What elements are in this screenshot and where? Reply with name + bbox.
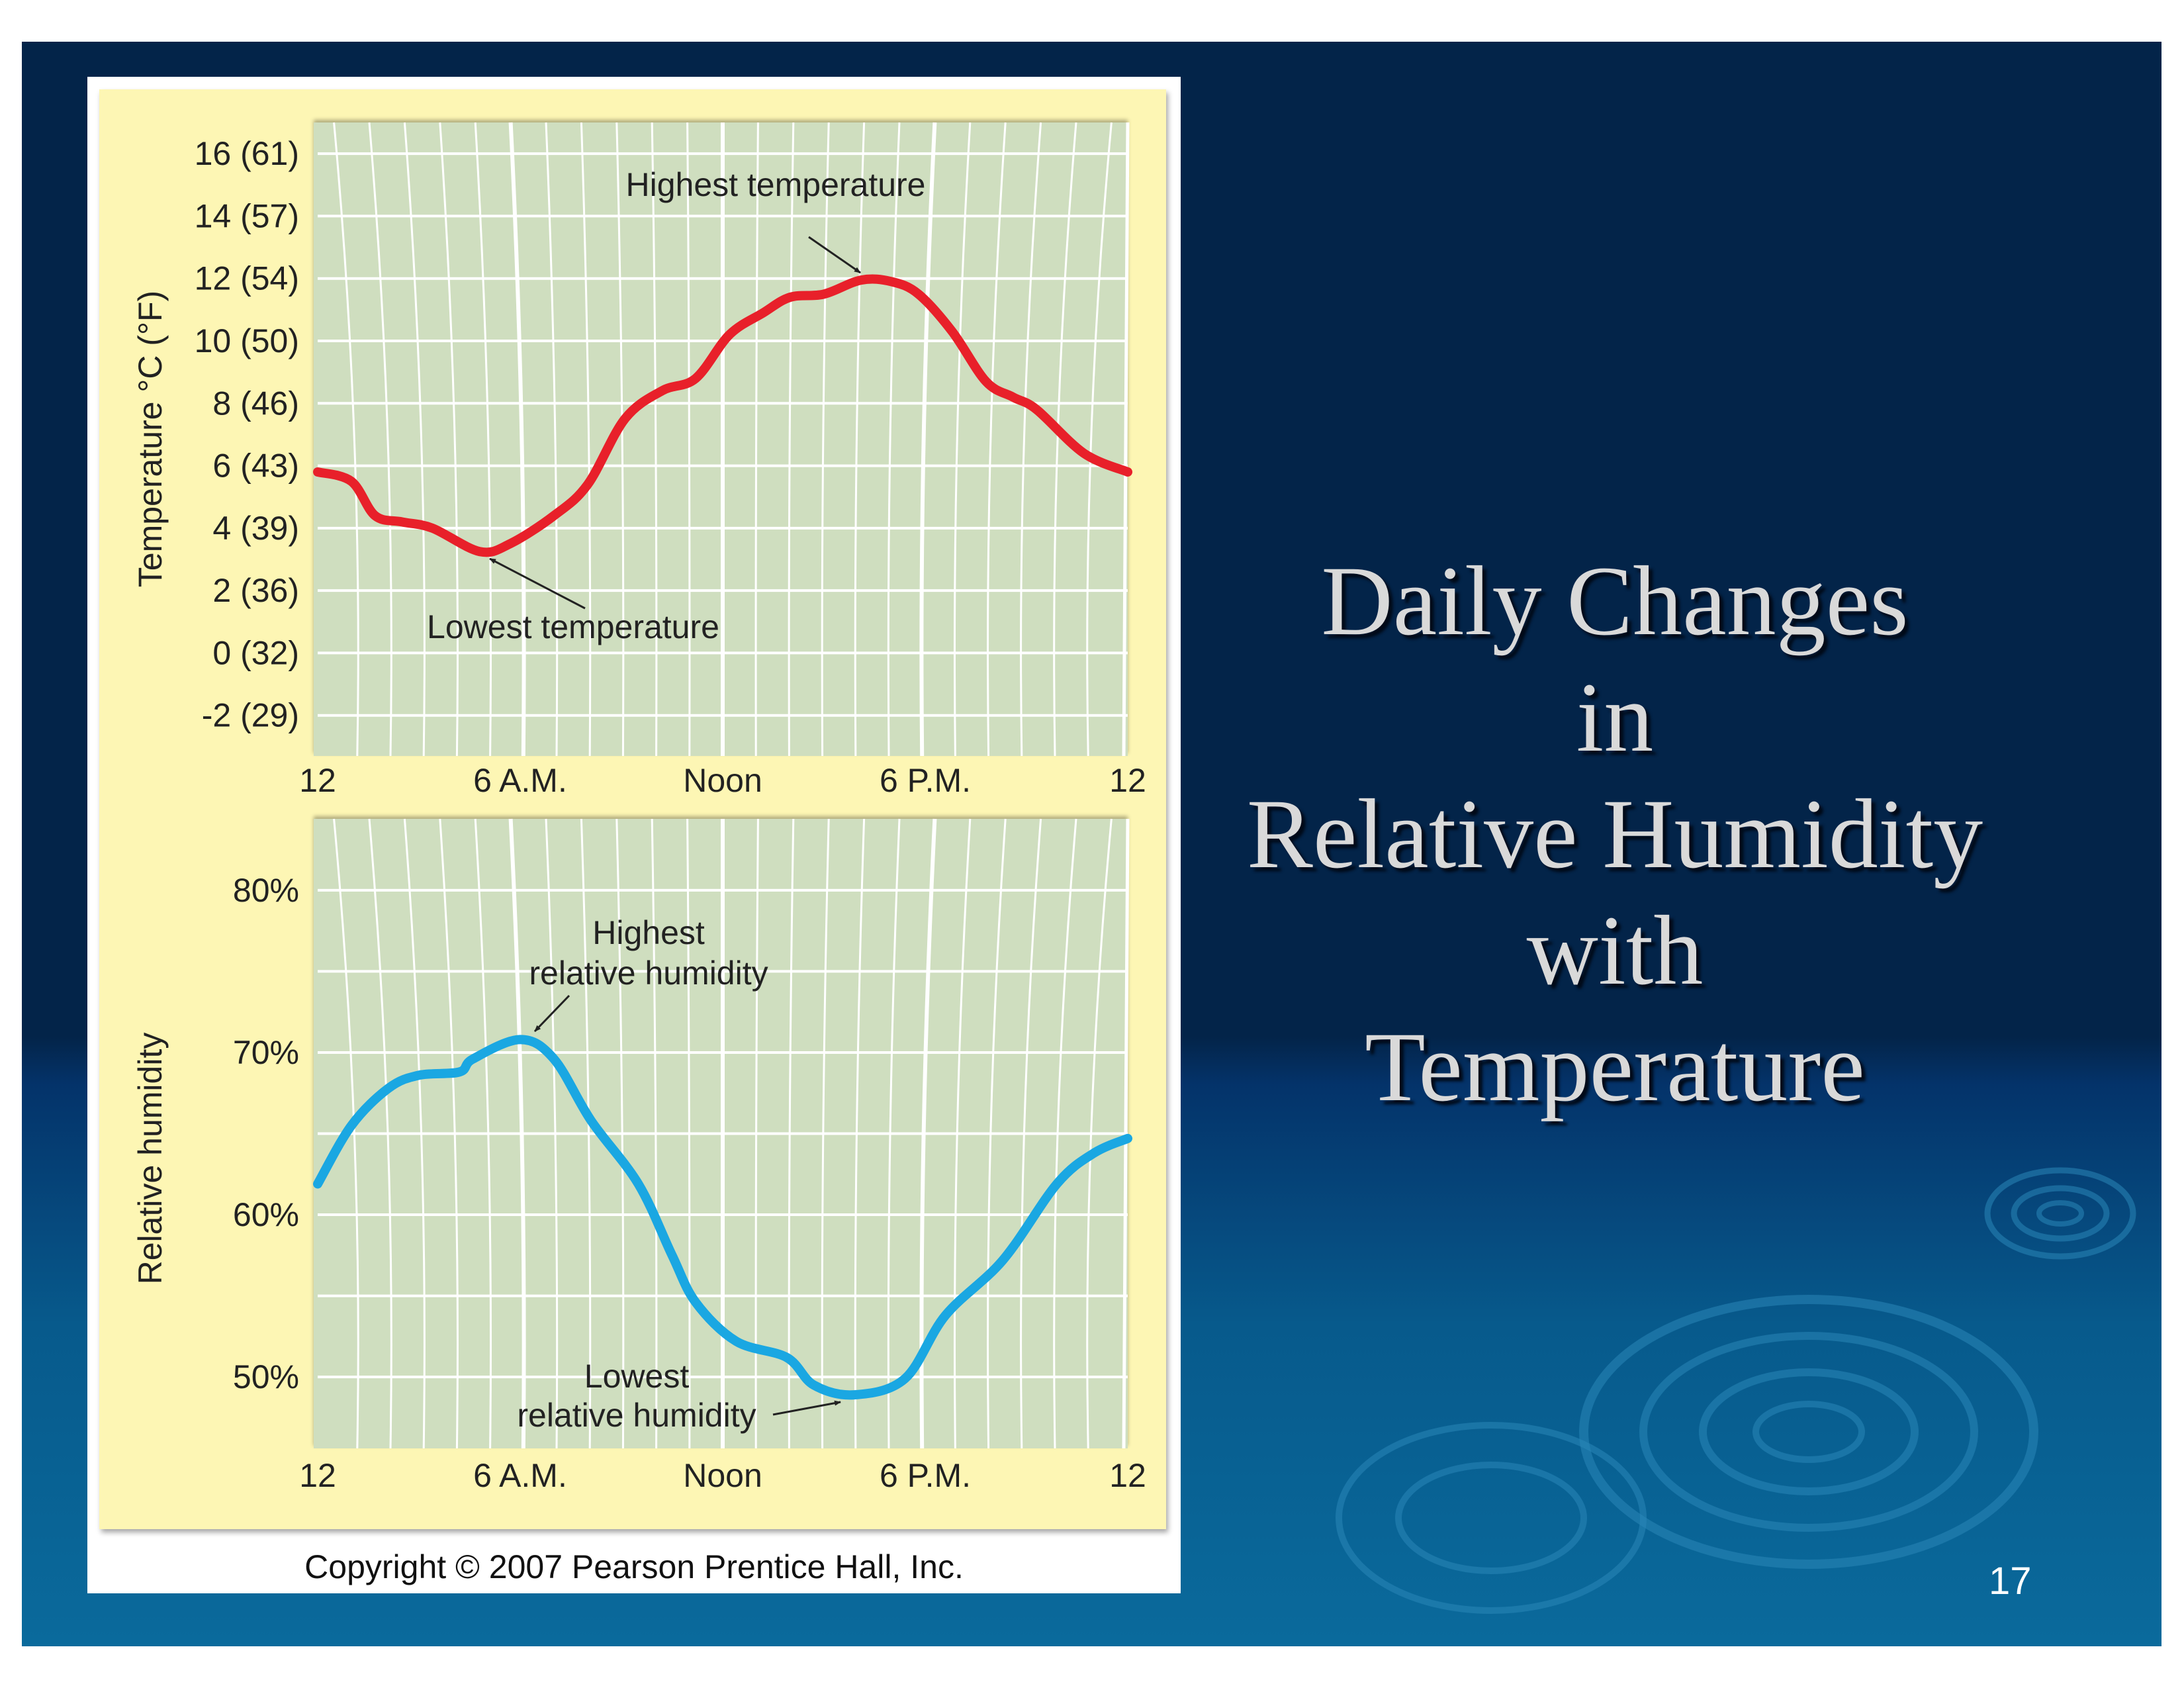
gridline-vertical <box>987 818 1007 1449</box>
y-tick-label: 12 (54) <box>195 260 299 297</box>
gridline-vertical <box>821 818 830 1449</box>
gridline-vertical <box>508 122 526 757</box>
x-tick-label: 6 P.M. <box>880 762 971 799</box>
y-axis-title: Relative humidity <box>132 1033 169 1285</box>
gridline-vertical <box>580 818 592 1449</box>
gridline-vertical <box>821 122 830 757</box>
annotation-highest-temperature: Highest temperature <box>625 166 926 274</box>
gridline-vertical <box>919 122 937 757</box>
gridline-vertical <box>439 122 459 757</box>
slide-title: Daily Changes in Relative Humidity with … <box>1205 543 2025 1125</box>
annotation-arrow <box>808 236 861 274</box>
gridline-vertical <box>887 122 901 757</box>
x-tick-label: 12 <box>299 1457 336 1494</box>
gridline-vertical <box>1086 122 1113 757</box>
gridline-vertical <box>333 122 359 757</box>
annotation-label: Highest temperature <box>625 166 925 203</box>
annotation-label: Highest <box>592 914 705 951</box>
gridline-vertical <box>1086 818 1113 1449</box>
x-tick-label: Noon <box>683 1457 762 1494</box>
annotation-label: relative humidity <box>517 1397 756 1434</box>
gridline-vertical <box>474 818 492 1449</box>
gridline-vertical <box>1053 818 1077 1449</box>
y-tick-label: 6 (43) <box>212 447 299 485</box>
y-tick-label: 50% <box>233 1358 299 1395</box>
gridline-vertical <box>754 818 759 1449</box>
gridline-vertical <box>545 122 559 757</box>
y-axis-title: Temperature °C (°F) <box>132 291 169 587</box>
annotation-label: Lowest <box>584 1358 690 1395</box>
gridline-vertical <box>1122 122 1130 757</box>
gridline-vertical <box>368 818 392 1449</box>
series-line-relative-humidity <box>313 1035 1132 1400</box>
gridline-vertical <box>953 122 972 757</box>
gridline-vertical <box>987 122 1007 757</box>
gridline-vertical <box>1122 818 1130 1449</box>
gridline-vertical <box>580 122 592 757</box>
gridline-vertical <box>854 122 866 757</box>
y-tick-label: 70% <box>233 1034 299 1071</box>
series-line-temperature <box>313 274 1132 557</box>
title-line: with <box>1526 896 1704 1006</box>
gridline-vertical <box>615 818 625 1449</box>
gridline-vertical <box>508 818 526 1449</box>
gridline-vertical <box>545 818 559 1449</box>
gridline-vertical <box>887 818 901 1449</box>
title-line: in <box>1576 663 1654 773</box>
copyright-notice: Copyright © 2007 Pearson Prentice Hall, … <box>304 1548 964 1585</box>
x-tick-label: 12 <box>299 762 336 799</box>
gridline-vertical <box>1053 122 1077 757</box>
annotation-arrow <box>533 994 570 1033</box>
y-tick-label: 8 (46) <box>212 385 299 422</box>
gridline-vertical <box>474 122 492 757</box>
x-tick-label: 6 A.M. <box>473 1457 567 1494</box>
gridline-vertical <box>686 122 691 757</box>
title-line: Daily Changes <box>1321 546 1909 656</box>
y-tick-label: 60% <box>233 1196 299 1233</box>
y-tick-label: 0 (32) <box>212 634 299 671</box>
page-number: 17 <box>1989 1560 2032 1603</box>
y-tick-label: 16 (61) <box>195 135 299 172</box>
x-tick-label: 12 <box>1109 1457 1146 1494</box>
x-tick-label: 6 A.M. <box>473 762 567 799</box>
annotation-arrow <box>489 557 586 610</box>
gridline-vertical <box>1020 122 1042 757</box>
title-line: Relative Humidity <box>1246 779 1983 889</box>
gridline-vertical <box>953 818 972 1449</box>
annotation-highest-humidity: Highest relative humidity <box>529 914 768 1033</box>
gridline-vertical <box>754 122 759 757</box>
gridline-vertical <box>1020 818 1042 1449</box>
gridline-vertical <box>403 818 426 1449</box>
gridline-vertical <box>403 122 426 757</box>
annotation-label: relative humidity <box>529 955 768 992</box>
ripple-decoration <box>1336 1167 2136 1614</box>
annotation-arrow <box>772 1400 841 1416</box>
gridline-vertical <box>686 818 691 1449</box>
annotation-lowest-humidity: Lowest relative humidity <box>517 1358 841 1434</box>
annotation-label: Lowest temperature <box>427 608 719 645</box>
x-tick-label: 6 P.M. <box>880 1457 971 1494</box>
y-tick-label: 14 (57) <box>195 197 299 234</box>
gridline-vertical <box>439 818 459 1449</box>
x-tick-label: Noon <box>683 762 762 799</box>
gridline-vertical <box>368 122 392 757</box>
x-tick-label: 12 <box>1109 762 1146 799</box>
temperature-chart: 16 (61) 14 (57) 12 (54) 10 (50) 8 (46) 6 (43)… <box>132 122 1146 799</box>
y-tick-label: -2 (29) <box>202 697 299 734</box>
gridline-vertical <box>333 818 359 1449</box>
gridline-vertical <box>651 122 658 757</box>
gridline-vertical <box>788 122 795 757</box>
gridline-vertical <box>854 818 866 1449</box>
y-tick-label: 2 (36) <box>212 572 299 609</box>
humidity-chart: 80% 70% 60% 50% 12 6 A.M. Noon 6 P.M. 12 Relative… <box>132 818 1146 1494</box>
gridline-vertical <box>651 818 658 1449</box>
annotation-lowest-temperature: Lowest temperature <box>427 557 719 645</box>
y-tick-label: 80% <box>233 872 299 909</box>
y-tick-label: 10 (50) <box>195 322 299 359</box>
gridline-vertical <box>615 122 625 757</box>
y-tick-label: 4 (39) <box>212 510 299 547</box>
title-line: Temperature <box>1365 1012 1865 1122</box>
